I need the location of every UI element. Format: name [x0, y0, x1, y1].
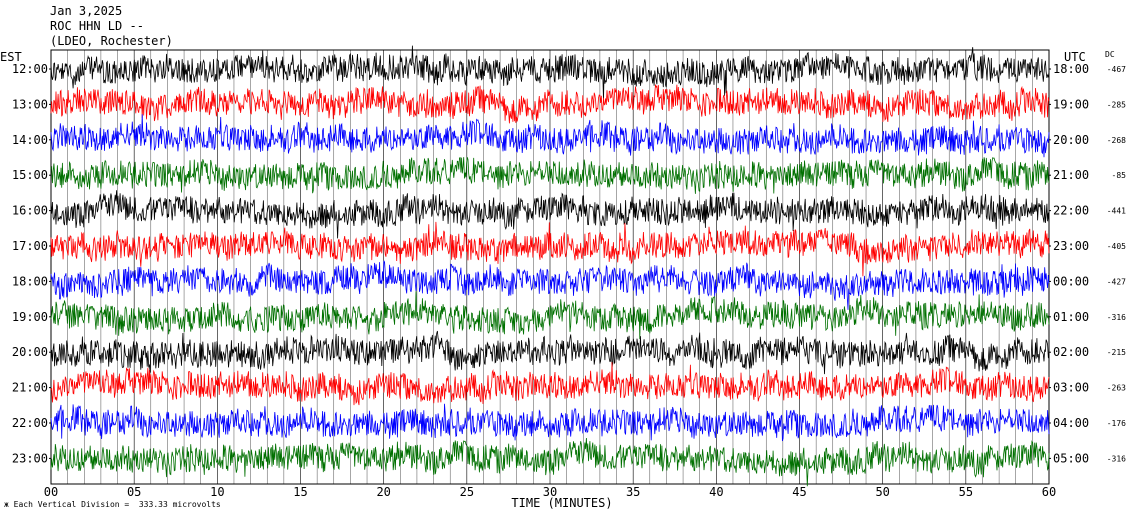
x-tick-label: 40	[709, 485, 723, 499]
trace-line	[50, 330, 1050, 375]
est-time-label: 16:00	[12, 204, 48, 218]
x-tick-label: 25	[460, 485, 474, 499]
scale-footnote: ж Each Vertical Division = 333.33 microv…	[4, 500, 221, 509]
dc-offset-label: -85	[1112, 171, 1127, 180]
x-tick-label: 15	[293, 485, 307, 499]
utc-time-label: 21:00	[1053, 168, 1089, 182]
x-tick-label: 45	[792, 485, 806, 499]
scale-text: Each Vertical Division = 333.33 microvol…	[13, 500, 221, 509]
x-tick-label: 05	[127, 485, 141, 499]
utc-time-label: 00:00	[1053, 274, 1089, 288]
trace-line	[50, 403, 1050, 442]
x-tick-label: 60	[1042, 485, 1056, 499]
utc-time-label: 19:00	[1053, 97, 1089, 111]
x-tick-label: 30	[543, 485, 557, 499]
trace-line	[50, 291, 1050, 340]
trace-line	[50, 114, 1050, 158]
est-time-label: 22:00	[12, 416, 48, 430]
est-time-label: 20:00	[12, 345, 48, 359]
dc-offset-label: -427	[1107, 277, 1126, 286]
dc-offset-label: -285	[1107, 100, 1126, 109]
dc-offset-label: -215	[1107, 348, 1126, 357]
trace-line	[50, 84, 1050, 124]
dc-offset-label: -268	[1107, 136, 1126, 145]
utc-time-label: 22:00	[1053, 204, 1089, 218]
utc-time-label: 20:00	[1053, 133, 1089, 147]
dc-offset-label: -405	[1107, 242, 1126, 251]
x-tick-label: 00	[44, 485, 58, 499]
est-time-label: 21:00	[12, 381, 48, 395]
x-tick-label: 20	[376, 485, 390, 499]
utc-time-label: 01:00	[1053, 310, 1089, 324]
dc-offset-label: -176	[1107, 419, 1126, 428]
est-time-label: 15:00	[12, 168, 48, 182]
est-time-label: 13:00	[12, 97, 48, 111]
x-tick-label: 35	[626, 485, 640, 499]
est-time-label: 12:00	[12, 62, 48, 76]
x-tick-label: 10	[210, 485, 224, 499]
utc-time-label: 18:00	[1053, 62, 1089, 76]
x-tick-label: 55	[959, 485, 973, 499]
dc-offset-label: -316	[1107, 313, 1126, 322]
est-time-label: 23:00	[12, 451, 48, 465]
header-network: (LDEO, Rochester)	[50, 34, 173, 48]
est-time-label: 18:00	[12, 274, 48, 288]
dc-offset-label: -263	[1107, 384, 1126, 393]
trace-line	[50, 260, 1050, 310]
trace-line	[50, 437, 1050, 487]
trace-line	[50, 221, 1050, 277]
est-time-label: 14:00	[12, 133, 48, 147]
utc-time-label: 04:00	[1053, 416, 1089, 430]
plot-frame	[50, 49, 1050, 485]
est-time-label: 19:00	[12, 310, 48, 324]
est-axis-label: EST	[0, 50, 22, 64]
x-tick-label: 50	[875, 485, 889, 499]
trace-line	[50, 45, 1050, 101]
dc-header-label: DC	[1105, 50, 1115, 59]
trace-line	[50, 190, 1050, 239]
trace-line	[50, 362, 1050, 406]
est-time-label: 17:00	[12, 239, 48, 253]
trace-line	[50, 157, 1050, 194]
dc-offset-label: -441	[1107, 207, 1126, 216]
x-axis-title: TIME (MINUTES)	[511, 496, 612, 510]
utc-time-label: 23:00	[1053, 239, 1089, 253]
utc-time-label: 03:00	[1053, 381, 1089, 395]
utc-time-label: 05:00	[1053, 451, 1089, 465]
header-date: Jan 3,2025	[50, 4, 123, 18]
dc-offset-label: -316	[1107, 454, 1126, 463]
utc-time-label: 02:00	[1053, 345, 1089, 359]
dc-offset-label: -467	[1107, 65, 1126, 74]
utc-axis-label: UTC	[1064, 50, 1086, 64]
header-station: ROC HHN LD --	[50, 19, 144, 33]
